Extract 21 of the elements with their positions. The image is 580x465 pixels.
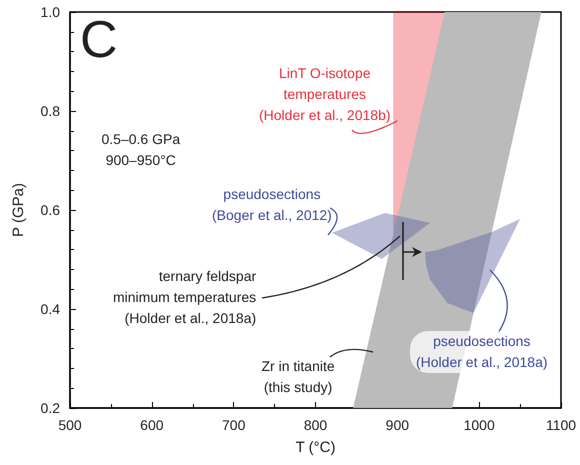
x-tick-label: 500 <box>58 417 82 433</box>
x-tick-label: 1100 <box>546 417 576 433</box>
y-tick-label: 0.2 <box>40 400 60 416</box>
annotation: Zr in titanite (this study) <box>262 357 335 397</box>
annotation: ternary feldspar minimum temperatures (Holder et al., 2018a) <box>113 267 256 328</box>
y-axis-title: P (GPa) <box>10 183 27 237</box>
annotation: LinT O-isotope temperatures (Holder et al., 2018b) <box>259 64 391 125</box>
y-tick-label: 0.6 <box>40 202 60 218</box>
x-tick-label: 800 <box>304 417 328 433</box>
x-tick-label: 600 <box>140 417 164 433</box>
y-tick-label: 0.8 <box>40 103 60 119</box>
x-tick-label: 1000 <box>464 417 495 433</box>
y-tick-label: 1.0 <box>40 4 60 20</box>
x-tick-label: 900 <box>386 417 410 433</box>
annotation: pseudosections (Boger et al., 2012) <box>212 185 332 225</box>
x-tick-label: 700 <box>222 417 246 433</box>
annotation: 0.5–0.6 GPa 900–950°C <box>102 130 180 170</box>
annotation: C <box>80 10 118 70</box>
y-tick-label: 0.4 <box>40 301 60 317</box>
annotation: pseudosections (Holder et al., 2018a) <box>410 331 554 373</box>
x-axis-title: T (°C) <box>296 439 336 456</box>
